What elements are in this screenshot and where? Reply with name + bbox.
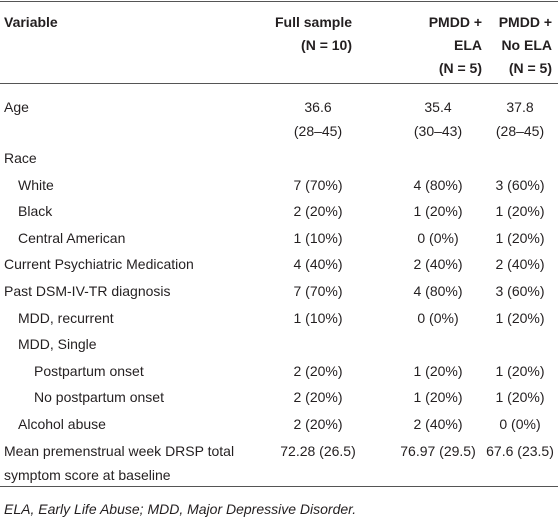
row-label: No postpartum onset <box>34 389 164 406</box>
header-cell: No ELA <box>501 37 552 53</box>
cell-value: (28–45) <box>495 123 545 139</box>
cell-value: 3 (60%) <box>495 176 545 193</box>
cell-value: (30–43) <box>413 123 463 139</box>
row-label: MDD, Single <box>18 336 97 353</box>
header-cell: (N = 5) <box>438 60 482 76</box>
header-cell: Full sample <box>274 14 352 30</box>
row-label: Race <box>4 150 37 166</box>
cell-value: 0 (0%) <box>499 416 541 432</box>
header-cell: PMDD + <box>428 14 482 30</box>
cell-value: 1 (20%) <box>495 229 545 246</box>
header-rule <box>0 83 558 84</box>
cell-value: 2 (20%) <box>293 362 343 379</box>
cell-value: 4 (40%) <box>293 256 343 273</box>
cell-value: 1 (20%) <box>495 362 545 379</box>
header-cell: ELA <box>454 37 482 53</box>
cell-value: 0 (0%) <box>417 229 459 246</box>
bottom-rule <box>0 486 558 487</box>
cell-value: 2 (40%) <box>413 416 463 432</box>
cell-value: 0 (0%) <box>417 309 459 326</box>
cell-value: (28–45) <box>293 123 343 139</box>
row-label: MDD, recurrent <box>18 309 114 326</box>
cell-value: 1 (10%) <box>293 229 343 246</box>
row-label: Alcohol abuse <box>18 416 106 432</box>
row-label: Current Psychiatric Medication <box>4 256 194 273</box>
cell-value: 1 (20%) <box>413 389 463 406</box>
footnote: ELA, Early Life Abuse; MDD, Major Depres… <box>4 501 357 517</box>
cell-value: 3 (60%) <box>495 283 545 299</box>
row-label: Central American <box>18 229 126 246</box>
cell-value: 2 (20%) <box>293 416 343 432</box>
header-cell: PMDD + <box>498 14 552 30</box>
cell-value: 2 (40%) <box>413 256 463 273</box>
cell-value: 67.6 (23.5) <box>486 442 554 459</box>
cell-value: 37.8 <box>506 99 534 115</box>
row-label: Mean premenstrual week DRSP total <box>4 442 235 459</box>
row-label: White <box>18 176 54 193</box>
row-label: Postpartum onset <box>34 362 144 379</box>
cell-value: 1 (20%) <box>413 362 463 379</box>
cell-value: 2 (20%) <box>293 389 343 406</box>
cell-value: 4 (80%) <box>413 283 463 299</box>
header-cell: (N = 5) <box>508 60 552 76</box>
cell-value: 2 (20%) <box>293 203 343 220</box>
cell-value: 4 (80%) <box>413 176 463 193</box>
top-rule <box>0 1 558 2</box>
header-cell: Variable <box>4 14 58 30</box>
row-label: symptom score at baseline <box>4 466 171 483</box>
cell-value: 1 (10%) <box>293 309 343 326</box>
cell-value: 72.28 (26.5) <box>280 442 356 459</box>
cell-value: 1 (20%) <box>413 203 463 220</box>
cell-value: 1 (20%) <box>495 203 545 220</box>
cell-value: 76.97 (29.5) <box>400 442 476 459</box>
cell-value: 1 (20%) <box>495 309 545 326</box>
cell-value: 2 (40%) <box>495 256 545 273</box>
cell-value: 36.6 <box>304 99 332 115</box>
cell-value: 1 (20%) <box>495 389 545 406</box>
row-label: Black <box>18 203 53 220</box>
cell-value: 7 (70%) <box>293 176 343 193</box>
row-label: Past DSM-IV-TR diagnosis <box>4 283 171 299</box>
header-cell: (N = 10) <box>301 37 352 53</box>
row-label: Age <box>4 99 29 115</box>
cell-value: 7 (70%) <box>293 283 343 299</box>
cell-value: 35.4 <box>424 99 452 115</box>
